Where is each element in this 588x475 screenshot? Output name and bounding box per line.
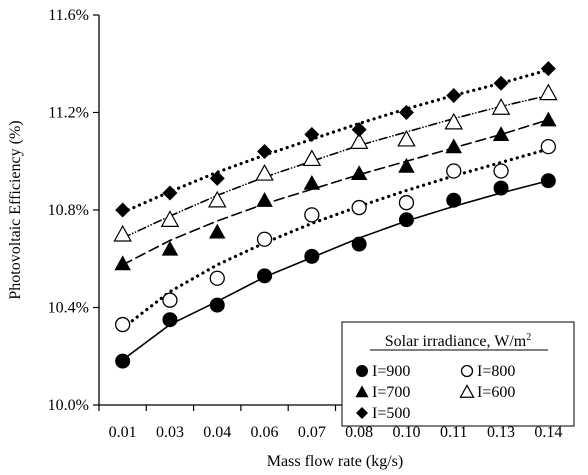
legend-marker-I=900 [356,365,368,377]
x-tick-label: 0.11 [440,424,467,441]
data-point-I=500 [351,122,367,138]
data-point-I=600 [349,132,369,149]
y-tick-label: 11.2% [48,105,89,122]
legend-label: I=800 [477,363,515,380]
data-point-I=800 [446,163,462,179]
trendline-I=900 [121,179,550,361]
data-point-I=600 [160,210,180,227]
data-point-I=800 [351,199,367,216]
data-point-I=800 [162,292,178,308]
data-point-I=600 [113,224,132,242]
data-point-I=600 [302,149,322,167]
data-point-I=600 [539,83,558,101]
legend-item-I=700: I=700 [355,384,410,401]
data-point-I=800 [115,316,131,333]
x-tick-label: 0.04 [203,424,231,441]
series-I=700 [114,111,557,271]
data-point-I=600 [397,129,416,147]
legend-item-I=900: I=900 [356,363,410,380]
legend-marker-I=700 [355,385,369,398]
data-point-I=500 [162,185,178,201]
legend-label: I=500 [372,405,410,422]
x-tick-label: 0.14 [534,424,562,441]
x-axis-label: Mass flow rate (kg/s) [267,453,403,470]
y-tick-label: 10.4% [48,300,89,317]
data-point-I=900 [493,180,509,196]
legend-label: I=600 [477,384,515,401]
y-tick-label: 11.6% [48,7,89,24]
data-point-I=800 [304,207,320,223]
legend-title: Solar irradiance, W/m2 [385,332,531,350]
trendline-I=800 [121,147,550,330]
data-point-I=500 [209,170,225,186]
data-point-I=900 [398,212,414,228]
legend-item-I=800: I=800 [460,363,515,380]
data-point-I=600 [444,112,464,130]
data-point-I=900 [162,312,178,328]
data-point-I=900 [351,236,367,252]
legend-item-I=600: I=600 [459,384,515,401]
y-tick-label: 10.8% [48,202,89,219]
data-point-I=800 [493,163,509,179]
data-point-I=500 [257,144,273,159]
data-point-I=700 [114,255,131,271]
data-point-I=700 [209,223,226,239]
legend-marker-I=600 [459,384,475,398]
data-point-I=700 [540,111,557,127]
data-point-I=800 [256,231,273,247]
data-point-I=500 [493,75,509,91]
legend-item-I=500: I=500 [356,405,410,422]
data-point-I=500 [398,105,414,120]
data-point-I=900 [446,192,462,208]
x-tick-label: 0.13 [487,424,515,441]
trendline-I=700 [121,119,550,266]
data-point-I=900 [257,268,273,284]
x-tick-label: 0.10 [392,424,420,441]
data-point-I=600 [255,163,274,181]
x-tick-label: 0.01 [109,424,137,441]
data-point-I=700 [445,138,462,154]
data-point-I=800 [540,138,556,155]
data-point-I=900 [540,173,556,189]
data-point-I=700 [350,165,368,181]
legend-marker-I=500 [356,407,368,419]
data-point-I=800 [398,195,415,211]
data-point-I=900 [304,248,320,264]
x-tick-label: 0.06 [251,424,279,441]
legend-box [341,321,575,427]
data-point-I=700 [161,240,179,256]
legend-marker-I=800 [460,364,474,378]
data-point-I=700 [256,192,273,207]
legend: Solar irradiance, W/m2 I=900 I=800 I=700 I=… [341,321,575,427]
y-axis-label: Photovoltaic Efficiency (%) [7,120,24,299]
x-tick-label: 0.07 [298,424,326,441]
series-I=500 [115,61,556,218]
legend-label: I=900 [372,363,410,380]
data-point-I=500 [446,87,462,103]
data-point-I=700 [303,174,321,190]
data-point-I=600 [491,98,511,115]
tick-labels: 10.0% 10.4% 10.8% 11.2% 11.6% 0.01 0.03 0.04 0.0… [48,7,563,441]
x-tick-label: 0.03 [156,424,184,441]
y-tick-label: 10.0% [48,397,89,414]
data-point-I=500 [540,61,556,77]
trendline-I=600 [121,94,550,239]
data-point-I=800 [209,270,225,286]
data-point-I=600 [207,190,227,208]
data-point-I=900 [115,353,131,369]
series-I=900 [115,173,556,369]
data-point-I=700 [492,126,510,142]
trendline-I=500 [121,68,550,215]
plot-area [113,61,558,369]
data-point-I=700 [398,157,415,173]
data-point-I=900 [209,297,225,313]
x-tick-label: 0.08 [345,424,373,441]
series-I=600 [113,83,558,242]
data-point-I=500 [304,126,320,142]
series-I=800 [115,138,556,333]
data-point-I=500 [115,202,131,218]
legend-label: I=700 [372,384,410,401]
